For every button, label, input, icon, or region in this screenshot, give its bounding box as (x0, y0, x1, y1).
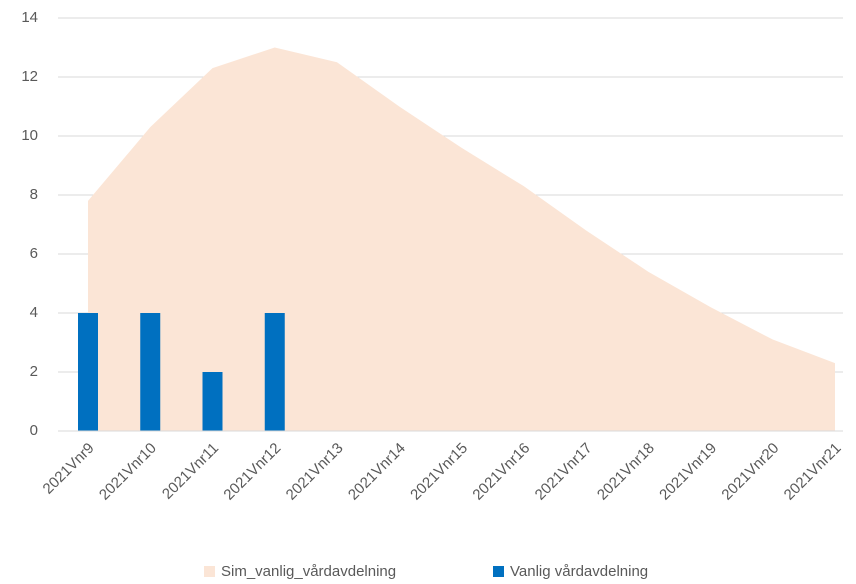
x-tick-label: 2021Vnr16 (469, 440, 533, 504)
x-tick-label: 2021Vnr20 (718, 440, 782, 504)
area (88, 47, 835, 431)
y-tick-label: 2 (30, 363, 38, 380)
bar (264, 313, 285, 431)
y-tick-label: 14 (21, 9, 38, 26)
y-tick-label: 10 (21, 127, 38, 144)
y-tick-label: 6 (30, 245, 38, 262)
x-tick-label: 2021Vnr9 (40, 440, 98, 498)
y-tick-label: 0 (30, 422, 38, 439)
x-tick-label: 2021Vnr13 (283, 440, 347, 504)
legend-label: Sim_vanlig_vårdavdelning (221, 563, 396, 580)
x-tick-label: 2021Vnr15 (407, 440, 471, 504)
x-tick-label: 2021Vnr18 (594, 440, 658, 504)
bar (140, 313, 161, 431)
legend-swatch (493, 566, 504, 577)
x-tick-label: 2021Vnr21 (781, 440, 845, 504)
legend-swatch (204, 566, 215, 577)
x-tick-label: 2021Vnr14 (345, 440, 409, 504)
x-tick-label: 2021Vnr19 (656, 440, 720, 504)
legend-label: Vanlig vårdavdelning (510, 563, 648, 580)
bar (202, 372, 223, 431)
x-tick-label: 2021Vnr17 (532, 440, 596, 504)
bar (78, 313, 98, 431)
y-tick-label: 4 (30, 304, 38, 321)
y-tick-label: 12 (21, 68, 38, 85)
x-tick-label: 2021Vnr11 (159, 440, 222, 503)
y-tick-label: 8 (30, 186, 38, 203)
x-tick-label: 2021Vnr10 (96, 440, 160, 504)
x-tick-label: 2021Vnr12 (220, 440, 284, 504)
